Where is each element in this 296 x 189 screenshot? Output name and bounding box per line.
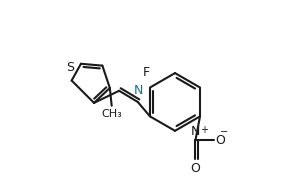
Text: O: O xyxy=(215,134,225,147)
Text: F: F xyxy=(143,66,150,79)
Text: N: N xyxy=(191,125,200,138)
Text: S: S xyxy=(66,61,74,74)
Text: −: − xyxy=(220,127,228,137)
Text: N: N xyxy=(134,84,143,97)
Text: CH₃: CH₃ xyxy=(101,109,122,119)
Text: O: O xyxy=(191,162,200,174)
Text: +: + xyxy=(200,125,207,135)
